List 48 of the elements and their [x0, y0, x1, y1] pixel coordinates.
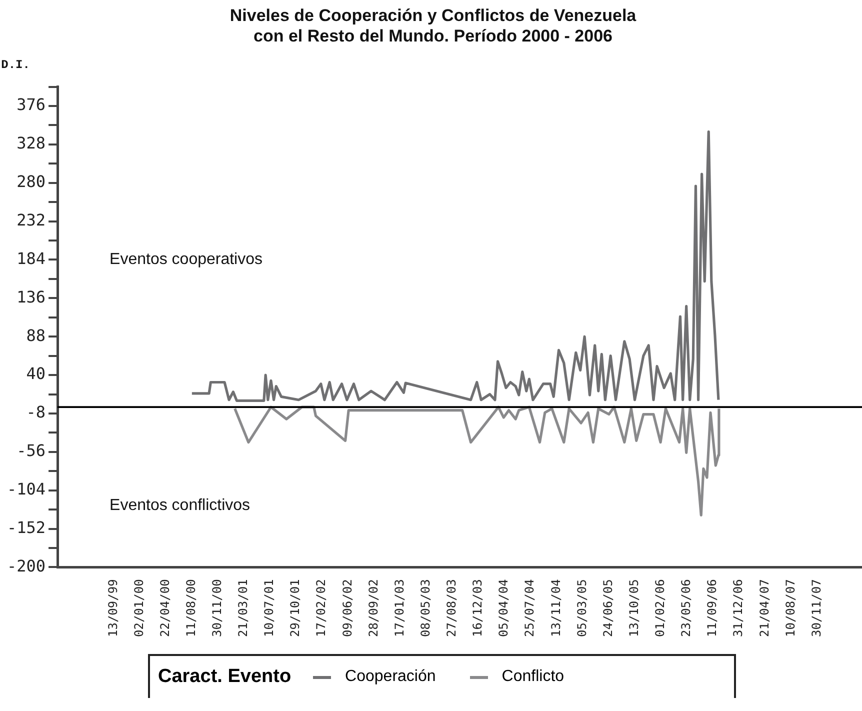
x-tick-label: 10/08/07: [783, 579, 798, 637]
y-tick-label: 328: [16, 134, 46, 153]
x-tick-label: 11/09/06: [705, 579, 720, 637]
x-tick-label: 11/08/00: [184, 579, 198, 637]
x-tick-label: 08/05/03: [418, 579, 433, 637]
x-tick-label: 13/10/05: [627, 579, 642, 637]
x-tick-label: 28/09/02: [366, 579, 381, 637]
y-tick-label: -56: [16, 441, 46, 460]
y-tick-label: -8: [26, 402, 46, 422]
x-tick-label: 31/12/06: [731, 579, 746, 637]
legend-label: Conflicto: [502, 668, 564, 686]
x-tick-label: 10/07/01: [262, 579, 276, 637]
x-tick-label: 02/01/00: [132, 579, 146, 637]
y-tick-label: 88: [26, 326, 46, 345]
x-tick-label: 30/11/07: [810, 579, 824, 637]
y-tick-label: 280: [16, 172, 46, 192]
x-tick-label: 22/04/00: [158, 579, 172, 637]
x-tick-label: 29/10/01: [288, 579, 302, 637]
x-tick-label: 25/07/04: [522, 579, 537, 637]
legend-title: Caract. Evento: [158, 666, 292, 688]
x-tick-label: 24/06/05: [601, 579, 616, 637]
y-tick-label: -152: [7, 518, 46, 537]
x-tick-label: 23/05/06: [679, 579, 694, 637]
y-tick-label: 232: [16, 210, 46, 230]
y-tick-label: -104: [7, 479, 46, 498]
y-axis-title: D.I.: [1, 58, 30, 72]
x-tick-label: 01/02/06: [653, 579, 668, 637]
legend-label: Cooperación: [345, 668, 436, 686]
annotation: Eventos cooperativos: [110, 251, 263, 268]
x-tick-label: 05/03/05: [575, 579, 590, 637]
x-tick-label: 21/03/01: [236, 579, 250, 637]
chart-title: Niveles de Cooperación y Conflictos de Venezuela con el Resto del Mundo. Período 2000 - 2006: [230, 6, 637, 46]
x-tick-label: 13/11/04: [548, 579, 563, 637]
x-tick-label: 30/11/00: [210, 579, 224, 637]
y-tick-label: 40: [26, 364, 46, 384]
x-tick-label: 09/06/02: [340, 579, 354, 637]
x-tick-label: 17/02/02: [314, 579, 328, 637]
x-tick-label: 13/09/99: [106, 579, 120, 637]
x-tick-label: 17/01/03: [392, 579, 407, 637]
annotation: Eventos conflictivos: [110, 496, 250, 514]
x-tick-label: 16/12/03: [470, 579, 485, 637]
x-tick-label: 21/04/07: [757, 579, 772, 637]
y-tick-label: 136: [16, 287, 46, 306]
y-tick-label: 376: [16, 95, 46, 114]
y-tick-label: -200: [7, 556, 46, 576]
y-tick-label: 184: [16, 248, 46, 268]
x-tick-label: 05/04/04: [496, 579, 511, 637]
x-tick-label: 27/08/03: [444, 579, 459, 637]
